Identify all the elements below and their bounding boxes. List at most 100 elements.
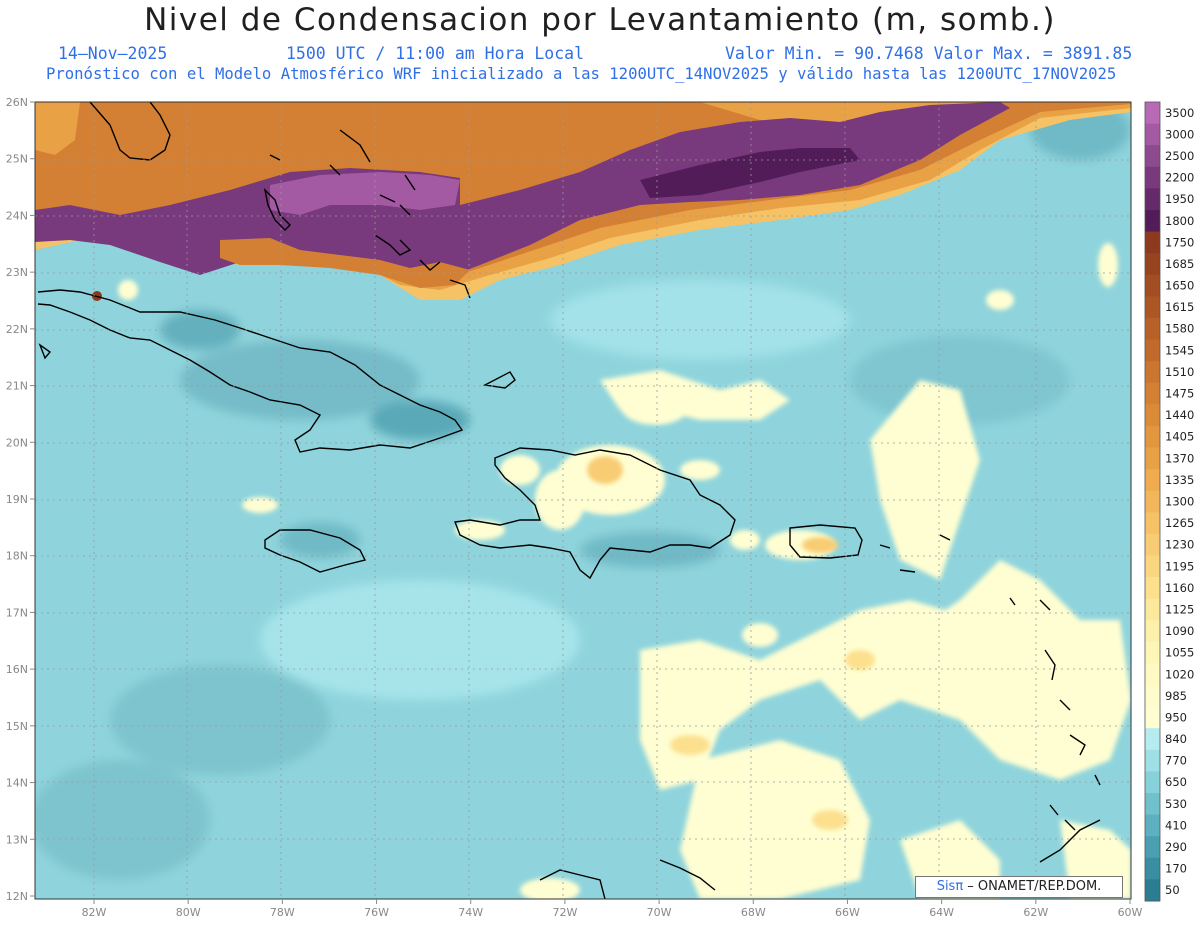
legend-swatch bbox=[1145, 274, 1160, 297]
lon-label: 64W bbox=[929, 906, 954, 919]
legend-swatch bbox=[1145, 231, 1160, 254]
small-islands bbox=[38, 343, 951, 573]
lat-label: 13N bbox=[6, 833, 28, 846]
legend-label: 1300 bbox=[1165, 495, 1194, 509]
legend-label: 410 bbox=[1165, 818, 1187, 832]
legend-label: 1545 bbox=[1165, 343, 1194, 357]
legend-label: 1195 bbox=[1165, 559, 1194, 573]
lat-label: 25N bbox=[6, 153, 28, 166]
legend-label: 290 bbox=[1165, 840, 1187, 854]
legend-label: 1440 bbox=[1165, 408, 1194, 422]
legend-label: 2200 bbox=[1165, 171, 1194, 185]
model-info: Pronóstico con el Modelo Atmosférico WRF… bbox=[46, 65, 1117, 83]
legend-label: 1800 bbox=[1165, 214, 1194, 228]
legend-swatch bbox=[1145, 404, 1160, 427]
south-america-coast bbox=[539, 819, 1101, 899]
legend-swatch bbox=[1145, 188, 1160, 211]
lat-label: 16N bbox=[6, 663, 28, 676]
legend-label: 1265 bbox=[1165, 516, 1194, 530]
lon-label: 80W bbox=[176, 906, 201, 919]
legend-label: 170 bbox=[1165, 862, 1187, 876]
legend-label: 1580 bbox=[1165, 322, 1194, 336]
legend-label: 530 bbox=[1165, 797, 1187, 811]
bahamas-islands bbox=[269, 129, 516, 389]
lat-label: 12N bbox=[6, 890, 28, 903]
forecast-time: 1500 UTC / 11:00 am Hora Local bbox=[286, 44, 585, 63]
legend-swatch bbox=[1145, 555, 1160, 578]
legend-label: 650 bbox=[1165, 775, 1187, 789]
legend-label: 1230 bbox=[1165, 538, 1194, 552]
legend-swatch bbox=[1145, 771, 1160, 794]
legend-label: 770 bbox=[1165, 754, 1187, 768]
lon-label: 74W bbox=[458, 906, 483, 919]
legend-swatch bbox=[1145, 339, 1160, 362]
lesser-antilles bbox=[1009, 597, 1101, 831]
lat-label: 24N bbox=[6, 209, 28, 222]
legend-label: 3000 bbox=[1165, 127, 1194, 141]
credit-org: – ONAMET/REP.DOM. bbox=[963, 879, 1102, 894]
lon-label: 62W bbox=[1023, 906, 1048, 919]
legend-label: 1950 bbox=[1165, 192, 1194, 206]
lon-label: 78W bbox=[270, 906, 295, 919]
lat-label: 15N bbox=[6, 720, 28, 733]
legend-swatch bbox=[1145, 857, 1160, 880]
orange-left-corner bbox=[35, 102, 80, 155]
legend-swatch bbox=[1145, 641, 1160, 664]
legend-label: 3500 bbox=[1165, 106, 1194, 120]
legend-swatch bbox=[1145, 296, 1160, 319]
legend-label: 1750 bbox=[1165, 235, 1194, 249]
coastlines bbox=[37, 102, 1101, 899]
legend-label: 1160 bbox=[1165, 581, 1194, 595]
lat-label: 21N bbox=[6, 380, 28, 393]
lon-label: 72W bbox=[552, 906, 577, 919]
legend-label: 1510 bbox=[1165, 365, 1194, 379]
legend-swatch bbox=[1145, 663, 1160, 686]
legend-label: 1650 bbox=[1165, 279, 1194, 293]
legend-swatch bbox=[1145, 145, 1160, 168]
legend-label: 1475 bbox=[1165, 387, 1194, 401]
legend-label: 1125 bbox=[1165, 602, 1194, 616]
cuba-coast bbox=[37, 289, 464, 453]
purple-band bbox=[35, 102, 1010, 280]
legend-swatch bbox=[1145, 253, 1160, 276]
map-field bbox=[35, 102, 1131, 899]
credit-box: Sisπ – ONAMET/REP.DOM. bbox=[915, 876, 1123, 898]
lat-label: 22N bbox=[6, 323, 28, 336]
legend-swatch bbox=[1145, 577, 1160, 600]
latitude-labels: 26N 25N 24N 23N 22N 21N 20N 19N 18N 17N 16N 15N 14N 1… bbox=[6, 96, 35, 903]
legend-label: 1405 bbox=[1165, 430, 1194, 444]
legend-swatch bbox=[1145, 793, 1160, 816]
legend-label: 1335 bbox=[1165, 473, 1194, 487]
legend-swatch bbox=[1145, 361, 1160, 384]
cyan-shading bbox=[35, 102, 1130, 880]
longitude-labels: 82W 80W 78W 76W 74W 72W 70W 68W 66W 64W 62W 60W bbox=[82, 899, 1143, 919]
legend-swatch bbox=[1145, 836, 1160, 859]
legend-swatch bbox=[1145, 533, 1160, 556]
legend-swatch bbox=[1145, 209, 1160, 233]
lon-label: 66W bbox=[835, 906, 860, 919]
legend-swatch bbox=[1145, 490, 1160, 513]
lat-label: 14N bbox=[6, 777, 28, 790]
lat-label: 17N bbox=[6, 606, 28, 619]
hispaniola-coast bbox=[454, 447, 736, 580]
legend-swatch bbox=[1145, 728, 1160, 751]
lon-label: 70W bbox=[647, 906, 672, 919]
warm-spots bbox=[587, 456, 875, 830]
legend-swatch bbox=[1145, 814, 1160, 837]
lat-label: 20N bbox=[6, 436, 28, 449]
lat-label: 19N bbox=[6, 493, 28, 506]
legend-swatch bbox=[1145, 102, 1160, 125]
legend-swatch bbox=[1145, 620, 1160, 643]
legend-label: 840 bbox=[1165, 732, 1187, 746]
lat-label: 26N bbox=[6, 96, 28, 109]
legend-swatch bbox=[1145, 317, 1160, 341]
legend-label: 1685 bbox=[1165, 257, 1194, 271]
legend-label: 1090 bbox=[1165, 624, 1194, 638]
legend-swatch bbox=[1145, 447, 1160, 470]
color-legend: 3500 3000 2500 2200 1950 1800 1750 1685 1650 1615… bbox=[1144, 101, 1194, 902]
legend-label: 50 bbox=[1165, 883, 1180, 897]
lon-label: 68W bbox=[741, 906, 766, 919]
legend-swatch bbox=[1145, 469, 1160, 492]
legend-label: 1020 bbox=[1165, 667, 1194, 681]
